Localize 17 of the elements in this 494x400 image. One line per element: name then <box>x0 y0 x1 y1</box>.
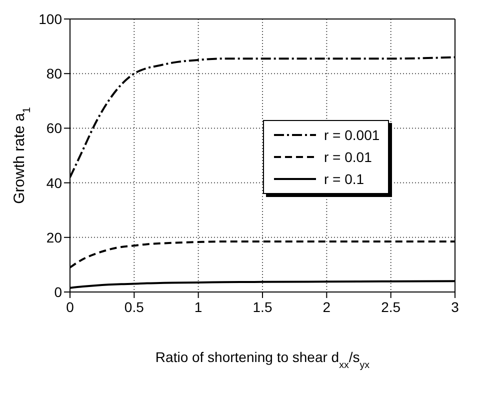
y-tick-label: 100 <box>38 10 62 27</box>
y-tick-label: 20 <box>46 229 62 246</box>
x-tick-label: 3 <box>451 298 460 315</box>
x-tick-label: 1 <box>194 298 202 315</box>
y-tick-label: 0 <box>54 284 62 300</box>
x-axis-title: Ratio of shortening to shear d$_{xx}$/s$_{yx}$ <box>155 349 370 370</box>
y-tick-label: 40 <box>46 174 62 191</box>
x-tick-label: 0.5 <box>124 298 144 315</box>
x-tick-label: 2 <box>322 298 331 315</box>
legend-label: r = 0.01 <box>324 149 372 165</box>
x-tick-label: 2.5 <box>381 298 401 315</box>
legend-label: r = 0.1 <box>324 171 364 187</box>
y-tick-label: 80 <box>46 66 62 82</box>
x-tick-label: 1.5 <box>252 298 272 315</box>
x-tick-label: 0 <box>66 298 74 315</box>
y-tick-label: 60 <box>46 120 62 136</box>
legend-label: r = 0.001 <box>324 127 380 143</box>
